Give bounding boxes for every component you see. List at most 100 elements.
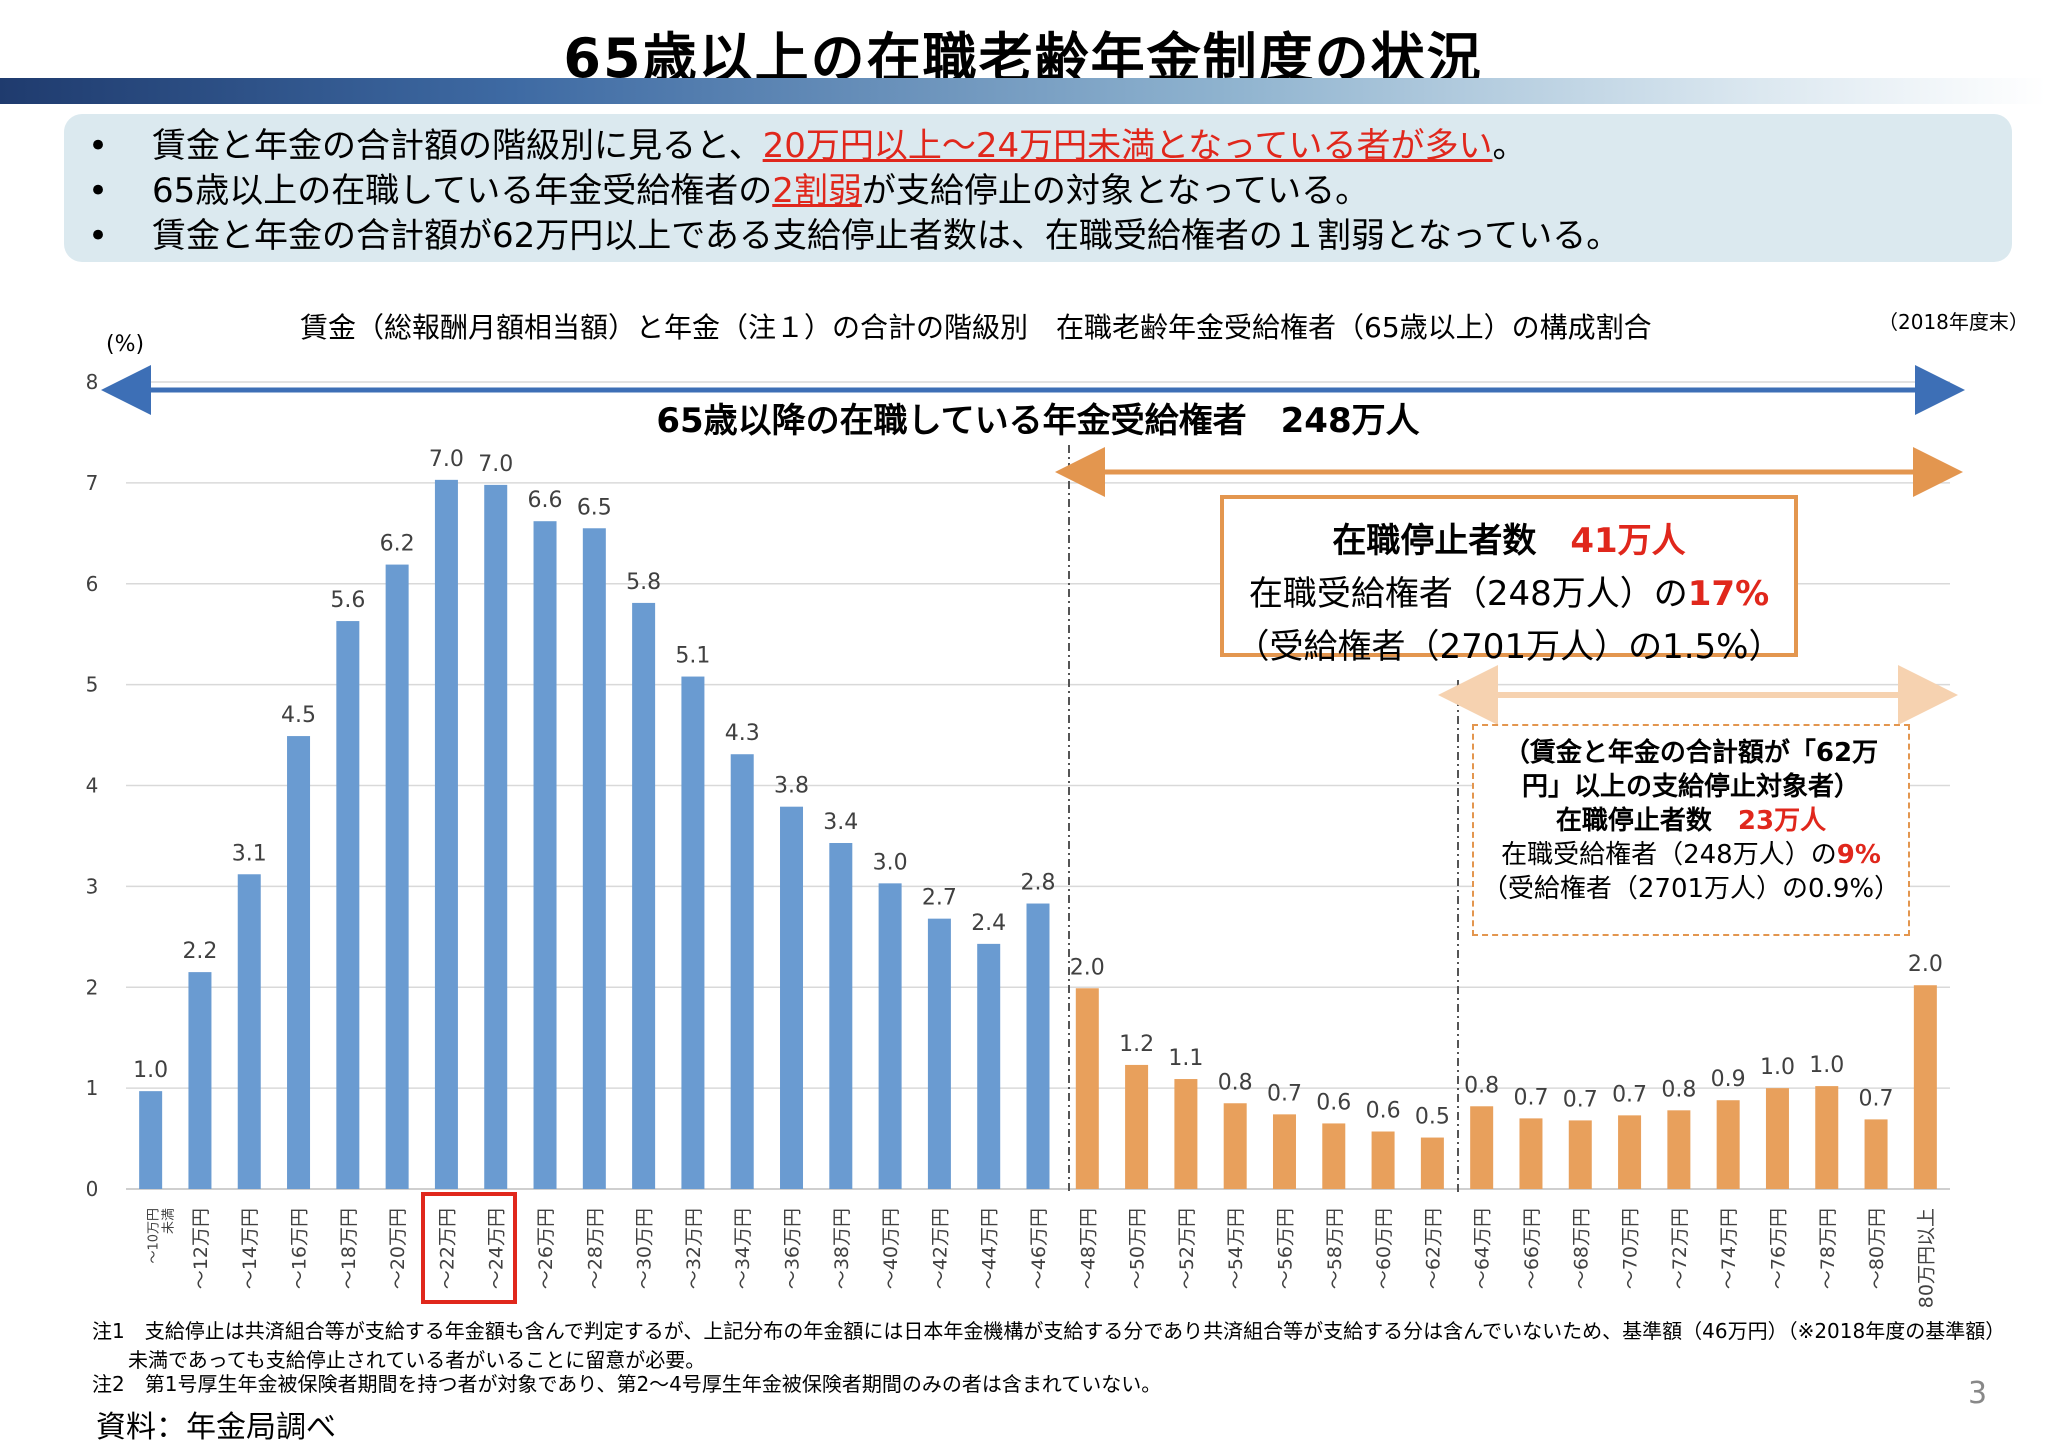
bar — [632, 602, 656, 1189]
x-tick-label: ～22万円 — [436, 1208, 458, 1289]
y-axis-unit: (%) — [106, 332, 145, 357]
y-tick-label: 8 — [86, 370, 99, 394]
bar-value-label: 0.8 — [1464, 1073, 1499, 1098]
bar-value-label: 0.5 — [1415, 1105, 1450, 1130]
bar — [287, 736, 311, 1189]
bar — [1075, 988, 1099, 1189]
x-tick-text: ～18万円 — [338, 1208, 360, 1289]
y-tick-label: 2 — [86, 975, 99, 999]
bar — [1371, 1131, 1395, 1189]
x-tick-label: ～70万円 — [1620, 1208, 1642, 1289]
x-tick-text: ～42万円 — [929, 1208, 951, 1289]
x-tick-label: ～48万円 — [1077, 1208, 1099, 1289]
footnote-1: 注1 支給停止は共済組合等が支給する年金額も含んで判定するが、上記分布の年金額に… — [92, 1319, 2006, 1343]
x-tick-text: ～48万円 — [1077, 1208, 1099, 1289]
highlight-box — [421, 1192, 517, 1304]
bullet-dot: • — [88, 171, 109, 211]
footnote-2: 注2 第1号厚生年金被保険者期間を持つ者が対象であり、第2～4号厚生年金被保険者… — [92, 1372, 1162, 1396]
x-tick-text: ～36万円 — [782, 1208, 804, 1289]
summary-text: 賃金と年金の合計額の階級別に見ると、 — [152, 126, 763, 166]
x-tick-label: ～76万円 — [1767, 1208, 1789, 1289]
x-tick-text: ～70万円 — [1620, 1208, 1642, 1289]
x-tick-label: ～34万円 — [732, 1208, 754, 1289]
x-tick-label: ～52万円 — [1176, 1208, 1198, 1289]
as-of-date: （2018年度末） — [1878, 310, 2029, 334]
bar-value-label: 3.1 — [232, 841, 267, 866]
x-tick-text: ～38万円 — [831, 1208, 853, 1289]
x-tick-text: ～20万円 — [387, 1208, 409, 1289]
x-tick-label: ～80万円 — [1866, 1208, 1888, 1289]
x-tick-label: ～72万円 — [1669, 1208, 1691, 1289]
x-tick-text: ～62万円 — [1422, 1208, 1444, 1289]
bar — [188, 972, 212, 1189]
bar-value-label: 2.0 — [1908, 952, 1943, 977]
bars-group — [139, 479, 1937, 1190]
x-tick-text: ～50万円 — [1127, 1208, 1149, 1289]
value-labels-group: 1.0 2.2 3.1 4.5 5.6 6.2 7.0 7.0 6.6 6.5 5.8 5.1 4.3 3… — [133, 447, 1943, 1130]
bar-value-label: 0.7 — [1859, 1086, 1894, 1111]
x-tick-text: ～22万円 — [436, 1208, 458, 1289]
bar — [1223, 1103, 1247, 1189]
bar — [1272, 1114, 1296, 1189]
x-tick-label: ～58万円 — [1324, 1208, 1346, 1289]
callout-text: 在職受給権者（248万人）の — [1248, 574, 1688, 614]
bar-value-label: 4.5 — [281, 703, 316, 728]
bar-value-label: 1.0 — [1809, 1053, 1844, 1078]
x-tick-text: ～72万円 — [1669, 1208, 1691, 1289]
bullet-dot: • — [88, 126, 109, 166]
summary-highlight: 20万円以上～24万円未満となっている者が多い — [762, 126, 1493, 166]
bar — [829, 842, 853, 1189]
x-tick-text: ～60万円 — [1373, 1208, 1395, 1289]
bar — [878, 883, 902, 1189]
bar-value-label: 7.0 — [478, 452, 513, 477]
x-tick-text: ～12万円 — [190, 1208, 212, 1289]
x-tick-label: ～56万円 — [1274, 1208, 1296, 1289]
x-tick-label: ～26万円 — [535, 1208, 557, 1289]
stop-callout-box: 在職停止者数 41万人 在職受給権者（248万人）の17% （受給権者（2701… — [1220, 495, 1798, 667]
bar — [730, 754, 754, 1189]
x-tick-text: ～28万円 — [584, 1208, 606, 1289]
bar — [385, 564, 409, 1189]
bar-value-label: 1.2 — [1119, 1032, 1154, 1057]
x-tick-label: ～16万円 — [289, 1208, 311, 1289]
x-tick-label: ～68万円 — [1570, 1208, 1592, 1289]
x-tick-label: ～46万円 — [1028, 1208, 1050, 1289]
bar-value-label: 6.5 — [577, 495, 612, 520]
bar-value-label: 6.2 — [380, 532, 415, 557]
summary-box — [64, 114, 2012, 262]
x-tick-label: 80万円以上 — [1915, 1208, 1937, 1308]
bar — [1026, 903, 1050, 1189]
x-tick-label: ～36万円 — [782, 1208, 804, 1289]
bar-value-label: 0.7 — [1612, 1082, 1647, 1107]
bar-value-label: 0.6 — [1366, 1099, 1401, 1124]
bar-value-label: 3.4 — [823, 810, 858, 835]
bar — [780, 806, 804, 1189]
x-tick-text: ～34万円 — [732, 1208, 754, 1289]
bar — [1864, 1119, 1888, 1189]
bar — [1667, 1110, 1691, 1189]
x-tick-text: ～76万円 — [1767, 1208, 1789, 1289]
x-tick-text: ～68万円 — [1570, 1208, 1592, 1289]
title-gradient-bar — [0, 78, 2046, 104]
x-tick-text: ～32万円 — [683, 1208, 705, 1289]
x-tick-label-sub: 未満 — [162, 1208, 177, 1234]
x-tick-label: ～20万円 — [387, 1208, 409, 1289]
bar — [1125, 1064, 1149, 1189]
summary-text: 65歳以上の在職している年金受給権者の — [152, 171, 773, 211]
x-tick-text: ～80万円 — [1866, 1208, 1888, 1289]
x-tick-label: ～42万円 — [929, 1208, 951, 1289]
y-tick-label: 4 — [86, 774, 99, 798]
x-tick-text: ～74万円 — [1718, 1208, 1740, 1289]
summary-text: 。 — [1492, 126, 1527, 166]
sub-callout-line-1: （賃金と年金の合計額が「62万 — [1503, 738, 1879, 768]
bullet-dot: • — [88, 216, 109, 256]
sub-callout-line-2: 円」以上の支給停止対象者） — [1521, 772, 1860, 802]
bar-value-label: 1.0 — [1760, 1055, 1795, 1080]
x-tick-text: ～14万円 — [239, 1208, 261, 1289]
x-tick-text: ～54万円 — [1225, 1208, 1247, 1289]
y-tick-label: 1 — [86, 1076, 99, 1100]
bar-value-label: 0.7 — [1513, 1085, 1548, 1110]
bar — [1174, 1079, 1198, 1189]
bar — [977, 943, 1001, 1189]
footnote-1-cont: 未満であっても支給停止されている者がいることに留意が必要。 — [128, 1348, 706, 1372]
